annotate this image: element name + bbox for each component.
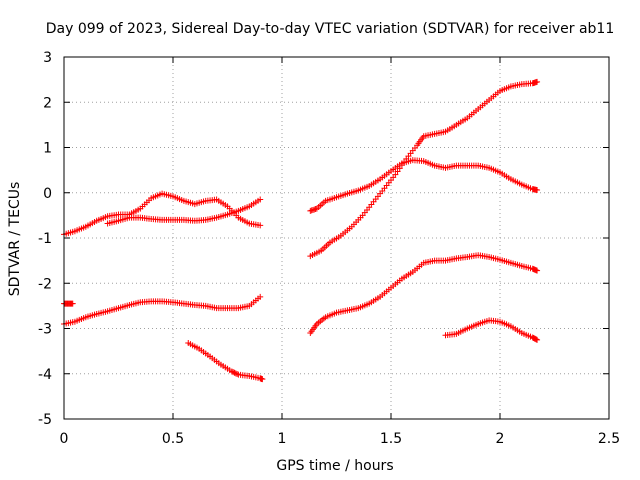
plot-frame xyxy=(63,56,610,420)
series-sat-07 xyxy=(307,78,541,260)
data-point xyxy=(228,368,235,375)
y-axis-label: SDTVAR / TECUs xyxy=(7,182,23,297)
data-points xyxy=(61,78,541,383)
x-tick-label: 1.5 xyxy=(380,431,402,447)
data-point xyxy=(394,168,401,175)
y-tick-label: -5 xyxy=(38,412,52,428)
data-point xyxy=(401,158,408,165)
x-tick-label: 0 xyxy=(60,431,69,447)
data-point xyxy=(534,187,541,194)
data-point xyxy=(259,376,266,383)
data-point xyxy=(232,370,239,377)
data-point xyxy=(396,165,403,172)
x-axis-label: GPS time / hours xyxy=(276,458,393,474)
series-sat-05 xyxy=(185,339,266,383)
data-point xyxy=(257,196,264,203)
y-tick-label: 3 xyxy=(43,50,52,66)
data-point xyxy=(231,369,238,376)
y-tick-label: 1 xyxy=(43,141,52,157)
y-tick-label: 2 xyxy=(43,95,52,111)
x-tick-label: 2 xyxy=(496,431,505,447)
x-tick-label: 0.5 xyxy=(162,431,184,447)
data-point xyxy=(257,222,264,229)
series-sat-09 xyxy=(442,317,541,343)
data-point xyxy=(69,300,76,307)
y-tick-label: -1 xyxy=(38,231,52,247)
data-point xyxy=(398,162,405,169)
y-tick-label: -3 xyxy=(38,322,52,338)
data-point xyxy=(230,369,237,376)
x-tick-label: 1 xyxy=(278,431,287,447)
x-tick-label: 2.5 xyxy=(598,431,620,447)
data-point xyxy=(534,267,541,274)
data-point xyxy=(234,371,241,378)
data-point xyxy=(392,171,399,178)
data-point xyxy=(257,293,264,300)
y-tick-label: -4 xyxy=(38,367,52,383)
series-sat-06 xyxy=(307,157,541,214)
data-point xyxy=(534,78,541,85)
axis-ticks: 0 0.5 1 1.5 2 2.5 -5 -4 -3 -2 -1 0 1 2 3 xyxy=(38,50,620,447)
y-tick-label: 0 xyxy=(43,186,52,202)
y-tick-label: -2 xyxy=(38,276,52,292)
series-sat-03 xyxy=(61,293,264,327)
series-sat-08 xyxy=(307,252,541,337)
series-sat-01 xyxy=(61,190,264,238)
chart-title: Day 099 of 2023, Sidereal Day-to-day VTE… xyxy=(46,21,615,37)
data-point xyxy=(534,336,541,343)
series-sat-02 xyxy=(104,196,264,227)
